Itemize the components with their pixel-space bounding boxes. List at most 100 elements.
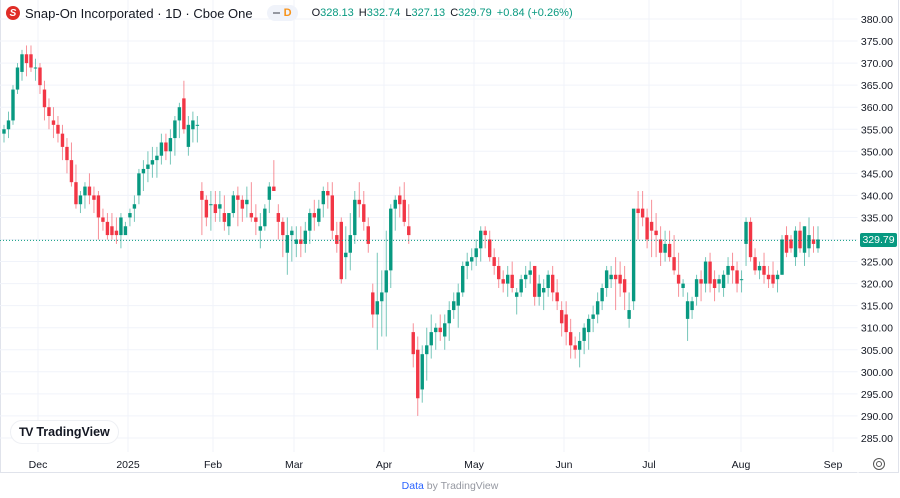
candle	[627, 310, 631, 319]
candle	[631, 208, 636, 302]
candle	[312, 213, 317, 218]
candle	[348, 235, 352, 253]
candle	[622, 279, 627, 293]
candle	[2, 129, 6, 134]
candle	[420, 354, 424, 390]
candle	[523, 274, 528, 280]
data-link[interactable]: Data	[401, 480, 424, 492]
candle	[276, 213, 281, 222]
candle	[465, 261, 469, 266]
candle	[438, 327, 442, 333]
candle	[425, 345, 429, 355]
candle	[559, 310, 564, 324]
candle	[537, 283, 541, 297]
y-axis-label: 325.00	[861, 257, 893, 269]
candle	[654, 230, 658, 236]
candle	[730, 265, 735, 271]
candle	[447, 310, 451, 324]
x-axis-label: Jul	[642, 459, 655, 471]
candle	[146, 164, 150, 169]
candle	[407, 226, 411, 236]
candle	[285, 235, 290, 253]
chart-legend: S Snap-On Incorporated · 1D · Cboe One D…	[6, 4, 573, 22]
y-axis-label: 375.00	[861, 36, 893, 48]
candle	[96, 195, 101, 218]
attribution-footer: Data by TradingView	[0, 480, 900, 492]
candle	[685, 301, 690, 319]
candle	[195, 124, 200, 126]
candle	[182, 98, 186, 130]
tradingview-watermark[interactable]: TV TradingView	[10, 420, 119, 444]
candle	[24, 54, 29, 64]
candle	[658, 239, 663, 253]
candle	[541, 288, 546, 293]
attribution-text: by TradingView	[426, 480, 499, 492]
candle	[186, 124, 191, 147]
candle	[384, 270, 388, 293]
candle	[546, 274, 550, 289]
candle	[60, 133, 65, 147]
tradingview-logo-icon: TV	[19, 425, 33, 439]
candle	[690, 301, 694, 311]
candle	[488, 239, 492, 258]
settings-gear-icon[interactable]	[873, 458, 885, 470]
candle	[119, 217, 123, 236]
candle	[78, 195, 83, 205]
candle	[595, 301, 600, 315]
y-axis-label: 380.00	[861, 14, 893, 26]
candle	[636, 208, 640, 214]
candle	[15, 67, 20, 90]
candle	[694, 279, 699, 297]
y-axis-label: 315.00	[861, 301, 893, 313]
candle	[236, 195, 240, 200]
x-axis-label: May	[464, 459, 485, 471]
x-axis-label: Dec	[29, 459, 48, 471]
ohlc-values: O328.13 H332.74 L327.13 C329.79 +0.84 (+…	[312, 7, 573, 19]
candle	[604, 270, 609, 289]
candle	[128, 213, 132, 218]
candle	[204, 199, 209, 218]
interval-label: D	[283, 7, 292, 19]
candle	[663, 243, 667, 253]
candles	[2, 45, 820, 416]
candle	[645, 217, 649, 240]
candle	[303, 230, 308, 244]
tradingview-wordmark: TradingView	[36, 425, 110, 439]
candle	[780, 239, 784, 275]
candle	[586, 318, 591, 333]
symbol-title[interactable]: Snap-On Incorporated · 1D · Cboe One	[25, 5, 253, 21]
candle	[362, 204, 366, 222]
candle	[434, 327, 438, 333]
candle	[344, 252, 348, 258]
candle	[802, 226, 807, 253]
candle	[703, 261, 708, 284]
interval-badge[interactable]: D	[266, 5, 298, 21]
candle	[33, 67, 38, 69]
candle	[218, 204, 222, 209]
candle	[222, 213, 227, 222]
candle	[613, 274, 618, 280]
candle	[591, 314, 595, 319]
candle	[38, 67, 42, 86]
candle	[577, 340, 582, 350]
low-label: L	[405, 7, 412, 19]
candle	[681, 283, 685, 289]
candle	[398, 195, 402, 205]
candle	[550, 274, 555, 293]
candle	[114, 230, 119, 236]
y-axis-label: 320.00	[861, 279, 893, 291]
candle	[330, 195, 334, 231]
candle	[672, 257, 676, 271]
candle	[573, 345, 577, 350]
candlestick-chart[interactable]: 380.00 375.00 370.00 365.00 360.00 355.00 350.…	[0, 0, 900, 473]
candle	[443, 323, 447, 337]
candle	[231, 195, 236, 214]
candle	[263, 208, 267, 227]
candle	[479, 230, 483, 249]
candle	[11, 89, 15, 121]
candle	[699, 279, 703, 284]
candle	[762, 265, 766, 275]
candle	[393, 199, 397, 209]
candle	[92, 195, 96, 200]
candle	[609, 274, 613, 280]
